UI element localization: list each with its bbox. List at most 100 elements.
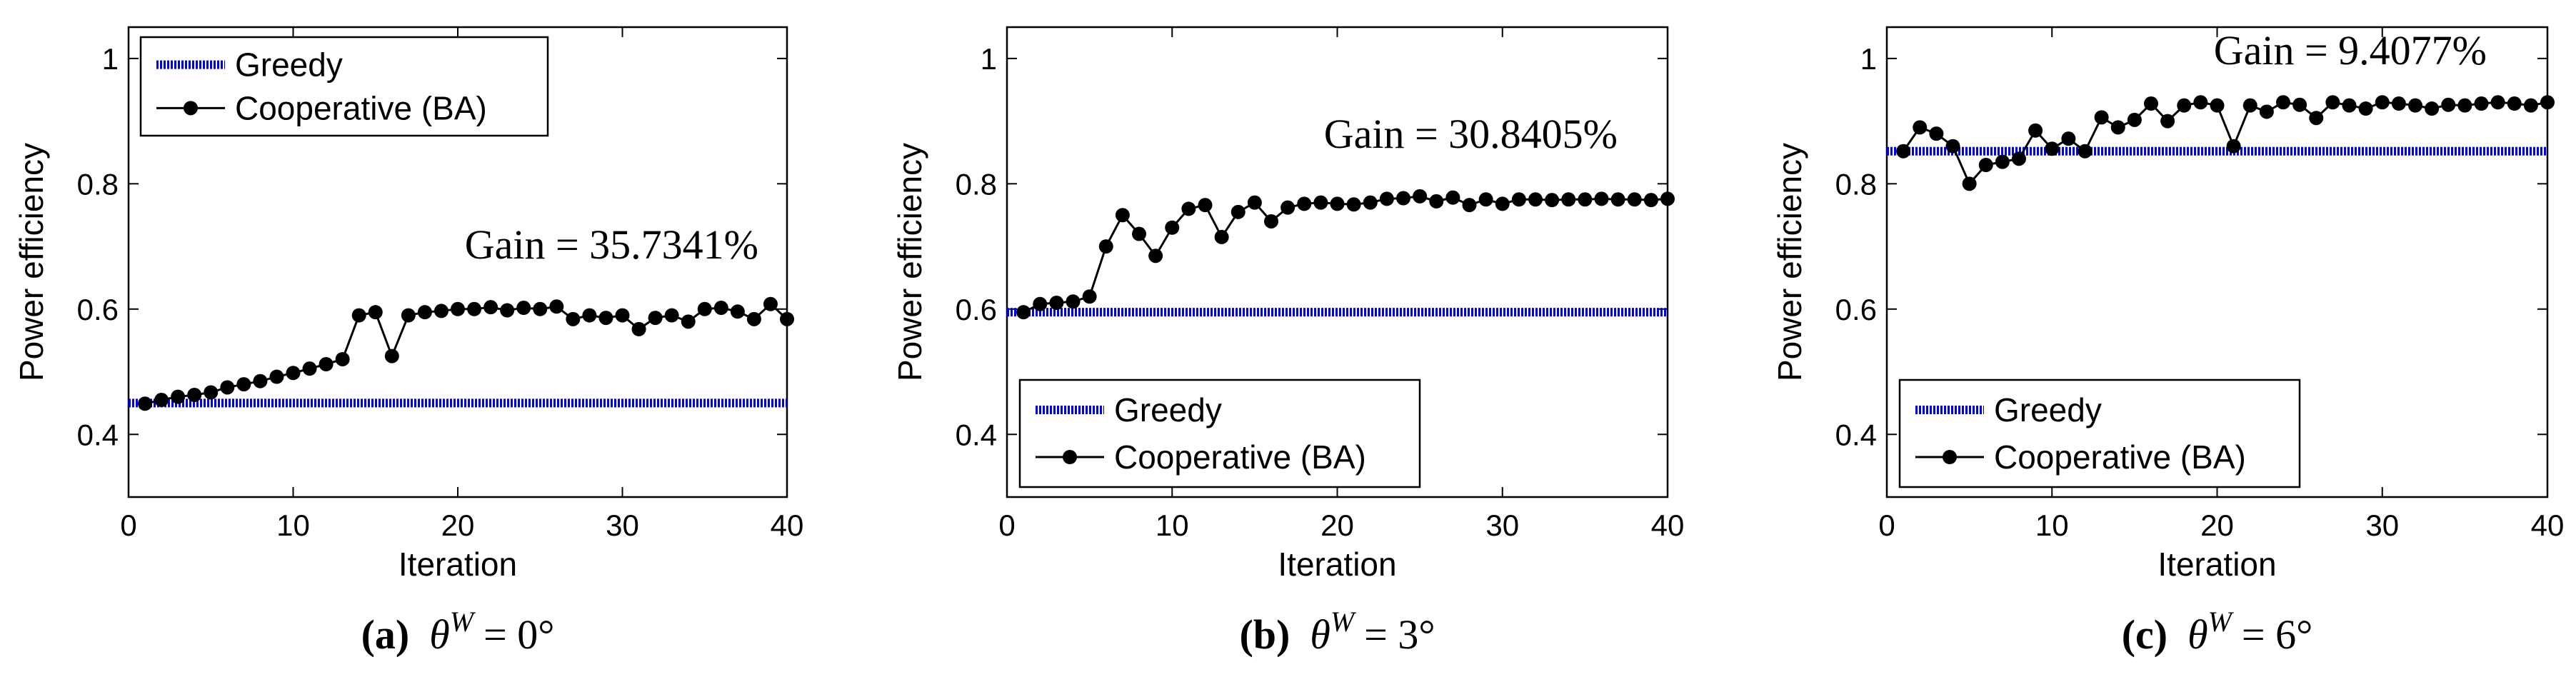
y-tick-label: 1 bbox=[981, 42, 997, 76]
x-tick-label: 40 bbox=[2531, 508, 2565, 542]
legend-label: Greedy bbox=[1994, 391, 2102, 428]
series-line-cooperative bbox=[144, 302, 788, 405]
data-point-cooperative bbox=[433, 304, 448, 319]
x-tick-label: 30 bbox=[2365, 508, 2399, 542]
y-tick-label: 0.4 bbox=[77, 418, 119, 451]
y-tick-label: 0.4 bbox=[1835, 418, 1877, 451]
x-tick-label: 0 bbox=[120, 508, 136, 542]
data-point-cooperative bbox=[763, 296, 778, 311]
data-point-cooperative bbox=[631, 321, 646, 336]
data-point-cooperative bbox=[2028, 123, 2043, 138]
data-point-cooperative bbox=[1462, 198, 1477, 213]
chart-panel-b: 0 10 20 30 40 0.4 0.6 0.8 1 Iteration Power effici… bbox=[891, 26, 1684, 658]
data-point-cooperative bbox=[1429, 194, 1444, 209]
data-point-cooperative bbox=[269, 369, 284, 384]
data-point-cooperative bbox=[1313, 195, 1328, 210]
data-point-cooperative bbox=[582, 308, 597, 323]
data-point-cooperative bbox=[2507, 96, 2522, 111]
series-line-cooperative bbox=[1023, 195, 1668, 314]
data-point-cooperative bbox=[2160, 114, 2175, 129]
gain-annotation: Gain = 35.7341% bbox=[465, 221, 758, 268]
data-point-cooperative bbox=[1396, 191, 1410, 206]
data-point-cooperative bbox=[1413, 189, 1428, 204]
data-point-cooperative bbox=[335, 351, 350, 366]
data-point-cooperative bbox=[1363, 195, 1378, 210]
data-point-cooperative bbox=[1247, 195, 1262, 210]
data-point-cooperative bbox=[516, 301, 531, 316]
data-point-cooperative bbox=[1115, 208, 1130, 223]
data-point-cooperative bbox=[2061, 131, 2076, 146]
panel-caption: (a) θW = 0° bbox=[361, 606, 555, 658]
legend-marker-cooperative bbox=[184, 101, 198, 116]
data-point-cooperative bbox=[1198, 198, 1213, 213]
data-point-cooperative bbox=[417, 305, 432, 320]
legend-label: Cooperative (BA) bbox=[1114, 438, 1366, 476]
data-point-cooperative bbox=[1445, 190, 1460, 205]
data-point-cooperative bbox=[2375, 95, 2390, 110]
data-point-cooperative bbox=[2110, 120, 2125, 135]
y-tick-label: 0.8 bbox=[1835, 167, 1877, 201]
data-point-cooperative bbox=[2325, 95, 2340, 110]
data-point-cooperative bbox=[1264, 214, 1278, 229]
legend-box bbox=[139, 36, 549, 137]
data-point-cooperative bbox=[1098, 239, 1113, 254]
data-point-cooperative bbox=[1511, 192, 1526, 207]
x-tick-label: 10 bbox=[2035, 508, 2069, 542]
data-point-cooperative bbox=[2012, 151, 2026, 166]
data-point-cooperative bbox=[171, 389, 186, 404]
data-point-cooperative bbox=[2078, 144, 2093, 159]
data-point-cooperative bbox=[549, 299, 564, 314]
y-tick-label: 1 bbox=[1860, 42, 1877, 76]
data-point-cooperative bbox=[253, 373, 268, 388]
data-point-cooperative bbox=[1495, 196, 1510, 211]
data-point-cooperative bbox=[648, 311, 663, 326]
data-point-cooperative bbox=[1995, 154, 2010, 169]
data-point-cooperative bbox=[2523, 98, 2538, 113]
data-point-cooperative bbox=[286, 366, 301, 381]
legend-marker-cooperative bbox=[1943, 450, 1957, 464]
data-point-cooperative bbox=[1561, 192, 1576, 207]
gain-annotation: Gain = 9.4077% bbox=[2214, 27, 2487, 74]
data-point-cooperative bbox=[2242, 98, 2257, 113]
data-point-cooperative bbox=[2408, 98, 2422, 113]
data-point-cooperative bbox=[302, 361, 317, 376]
data-point-cooperative bbox=[2391, 96, 2406, 111]
data-point-cooperative bbox=[2127, 112, 2142, 127]
chart-panel-a: 0 10 20 30 40 0.4 0.6 0.8 1 Iteration Power effici… bbox=[13, 26, 803, 658]
data-point-cooperative bbox=[681, 314, 696, 329]
data-point-cooperative bbox=[2457, 98, 2472, 113]
data-point-cooperative bbox=[697, 301, 712, 316]
data-point-cooperative bbox=[1181, 201, 1196, 216]
data-point-cooperative bbox=[780, 311, 794, 326]
x-tick-label: 20 bbox=[1320, 508, 1354, 542]
data-point-cooperative bbox=[1281, 200, 1295, 215]
data-point-cooperative bbox=[746, 311, 761, 326]
data-point-cooperative bbox=[1660, 191, 1675, 206]
data-point-cooperative bbox=[1346, 197, 1361, 212]
data-point-cooperative bbox=[2276, 95, 2290, 110]
data-point-cooperative bbox=[615, 308, 630, 323]
panel-caption: (b) θW = 3° bbox=[1239, 606, 1435, 658]
data-point-cooperative bbox=[2045, 141, 2060, 156]
data-point-cooperative bbox=[236, 377, 251, 392]
x-tick-label: 30 bbox=[1485, 508, 1519, 542]
data-point-cooperative bbox=[1594, 191, 1609, 206]
data-point-cooperative bbox=[451, 301, 465, 316]
data-point-cooperative bbox=[1545, 193, 1560, 208]
data-point-cooperative bbox=[1610, 192, 1625, 207]
legend-box bbox=[1898, 378, 2301, 488]
y-tick-label: 0.6 bbox=[77, 293, 119, 326]
data-point-cooperative bbox=[368, 305, 383, 320]
legend-label: Cooperative (BA) bbox=[235, 89, 487, 126]
data-point-cooperative bbox=[2358, 101, 2373, 116]
data-point-cooperative bbox=[2094, 110, 2109, 125]
data-point-cooperative bbox=[1148, 249, 1163, 264]
data-point-cooperative bbox=[1478, 192, 1493, 207]
data-point-cooperative bbox=[2193, 95, 2208, 110]
data-point-cooperative bbox=[187, 387, 202, 402]
y-axis-label: Power efficiency bbox=[13, 143, 50, 381]
x-tick-label: 10 bbox=[1156, 508, 1189, 542]
y-tick-label: 0.8 bbox=[956, 167, 997, 201]
data-point-cooperative bbox=[730, 304, 745, 319]
